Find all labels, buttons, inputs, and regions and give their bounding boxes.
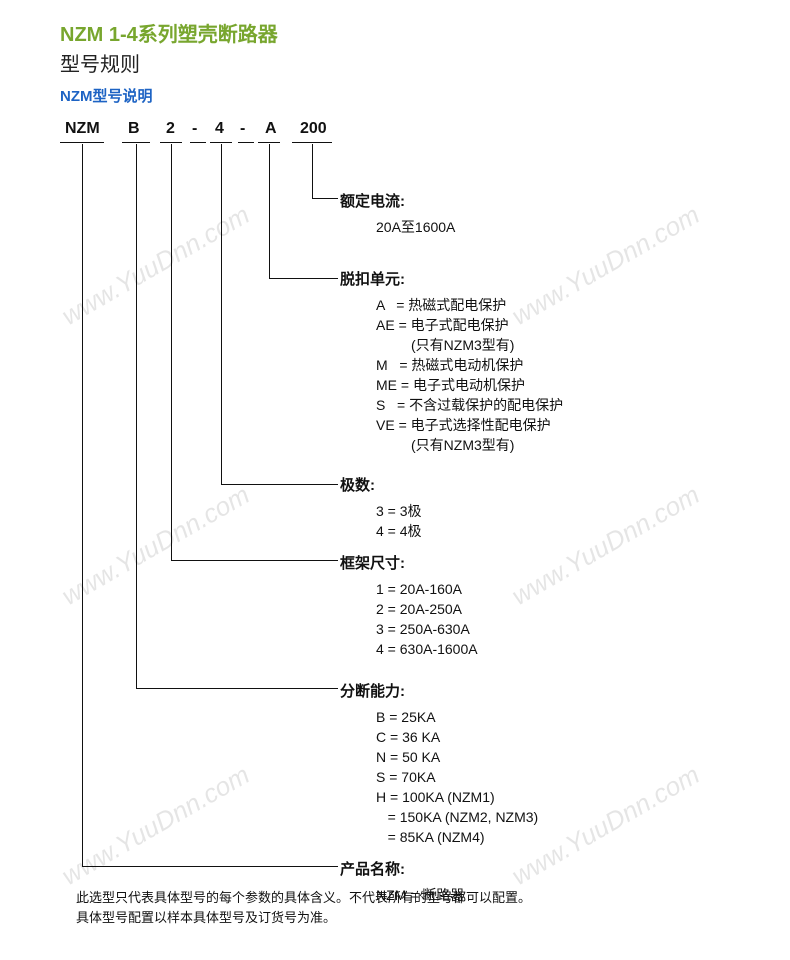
model-underline	[292, 142, 332, 143]
model-part: 4	[215, 120, 224, 138]
bracket-vline	[269, 144, 270, 278]
bracket-hline	[269, 278, 338, 279]
model-underline	[60, 142, 104, 143]
series-title: NZM 1-4系列塑壳断路器	[60, 18, 278, 47]
model-underline	[238, 142, 254, 143]
watermark-text: www.YuuDnn.com	[56, 199, 255, 332]
model-part: NZM	[65, 120, 100, 138]
model-desc-label: NZM型号说明	[60, 85, 153, 106]
section-body: A = 热磁式配电保护 AE = 电子式配电保护 (只有NZM3型有) M = …	[340, 295, 750, 455]
model-underline	[190, 142, 206, 143]
section-body: B = 25KA C = 36 KA N = 50 KA S = 70KA H …	[340, 707, 750, 847]
footnote-line: 具体型号配置以样本具体型号及订货号为准。	[76, 908, 730, 928]
section-block: 分断能力: B = 25KA C = 36 KA N = 50 KA S = 70…	[340, 680, 750, 847]
bracket-vline	[136, 144, 137, 688]
watermark-text: www.YuuDnn.com	[56, 759, 255, 892]
section-title: 框架尺寸:	[340, 552, 750, 573]
section-title: 额定电流:	[340, 190, 750, 211]
section-body: 3 = 3极 4 = 4极	[340, 501, 750, 541]
bracket-vline	[221, 144, 222, 484]
section-title: 脱扣单元:	[340, 268, 750, 289]
page-subtitle: 型号规则	[60, 48, 140, 77]
model-underline	[122, 142, 150, 143]
bracket-hline	[221, 484, 338, 485]
section-block: 脱扣单元: A = 热磁式配电保护 AE = 电子式配电保护 (只有NZM3型有)…	[340, 268, 750, 455]
footnote: 此选型只代表具体型号的每个参数的具体含义。不代表所有的型号都可以配置。 具体型号…	[76, 888, 730, 928]
section-block: 极数: 3 = 3极 4 = 4极	[340, 474, 750, 541]
bracket-hline	[171, 560, 338, 561]
bracket-hline	[82, 866, 338, 867]
model-part: B	[128, 120, 140, 138]
section-title: 产品名称:	[340, 858, 750, 879]
bracket-vline	[312, 144, 313, 198]
bracket-hline	[312, 198, 338, 199]
model-part: 200	[300, 120, 327, 138]
model-part: 2	[166, 120, 175, 138]
section-body: 20A至1600A	[340, 217, 750, 237]
model-part: -	[240, 120, 245, 138]
footnote-line: 此选型只代表具体型号的每个参数的具体含义。不代表所有的型号都可以配置。	[76, 888, 730, 908]
model-underline	[258, 142, 280, 143]
section-title: 极数:	[340, 474, 750, 495]
section-block: 额定电流: 20A至1600A	[340, 190, 750, 237]
section-body: 1 = 20A-160A 2 = 20A-250A 3 = 250A-630A …	[340, 579, 750, 659]
bracket-vline	[171, 144, 172, 560]
model-underline	[160, 142, 182, 143]
section-block: 框架尺寸: 1 = 20A-160A 2 = 20A-250A 3 = 250A-…	[340, 552, 750, 659]
model-underline	[210, 142, 232, 143]
model-part: A	[265, 120, 277, 138]
section-title: 分断能力:	[340, 680, 750, 701]
bracket-hline	[136, 688, 338, 689]
watermark-text: www.YuuDnn.com	[56, 479, 255, 612]
model-part: -	[192, 120, 197, 138]
bracket-vline	[82, 144, 83, 866]
